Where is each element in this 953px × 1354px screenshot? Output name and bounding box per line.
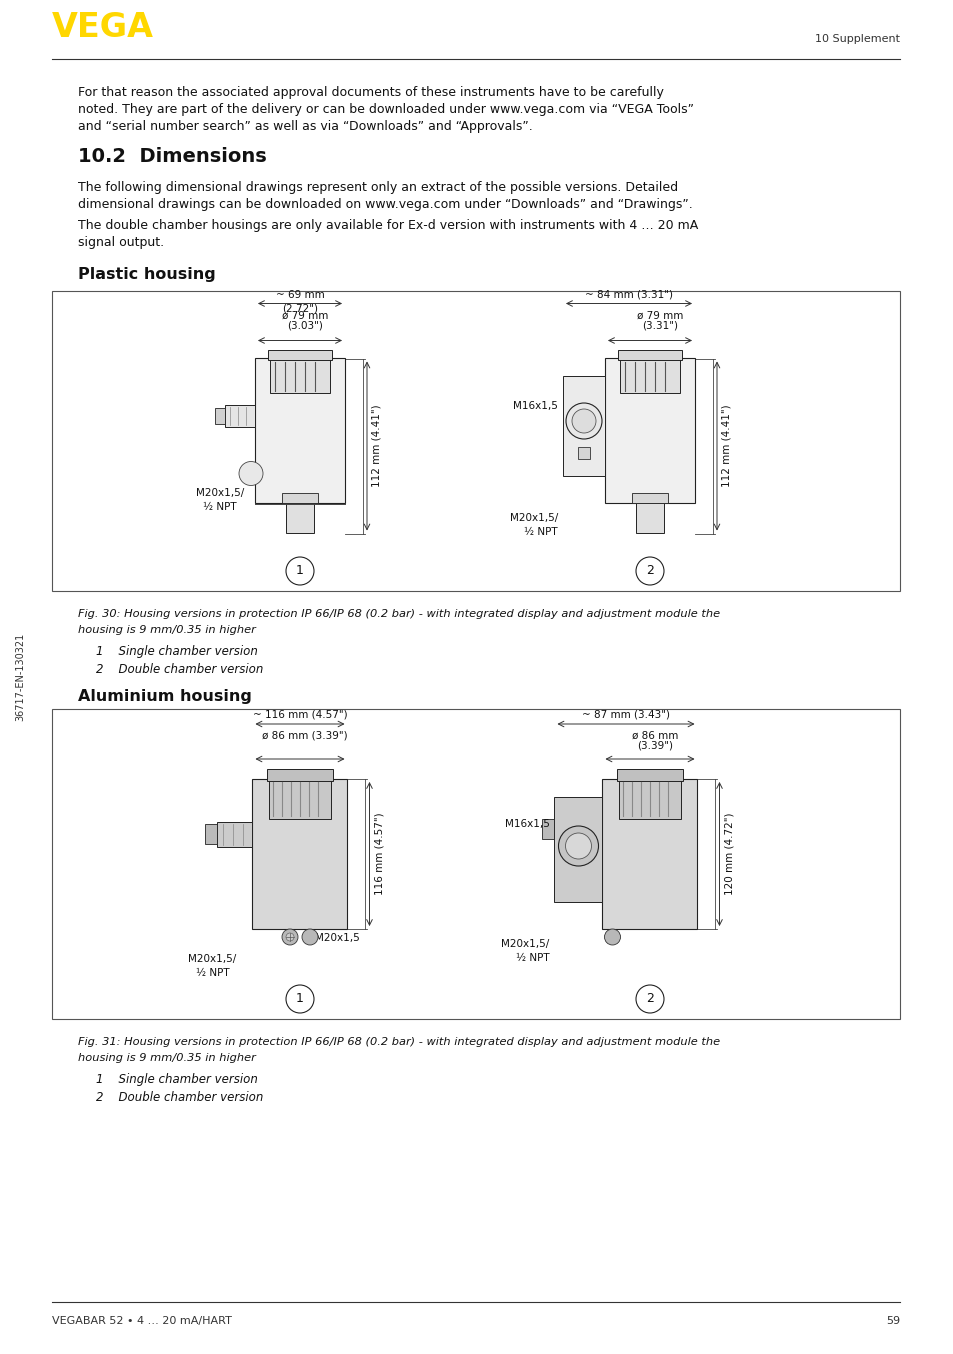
Text: 2: 2 xyxy=(645,565,653,578)
Text: VEGABAR 52 • 4 … 20 mA/HART: VEGABAR 52 • 4 … 20 mA/HART xyxy=(52,1316,232,1326)
Bar xyxy=(636,504,663,533)
Text: ~ 87 mm (3.43"): ~ 87 mm (3.43") xyxy=(581,709,669,720)
Text: 2    Double chamber version: 2 Double chamber version xyxy=(96,1091,263,1104)
Text: ½ NPT: ½ NPT xyxy=(195,968,229,978)
Text: M20x1,5: M20x1,5 xyxy=(314,933,359,942)
Text: signal output.: signal output. xyxy=(78,236,164,249)
Circle shape xyxy=(565,403,601,439)
Bar xyxy=(269,779,331,819)
Circle shape xyxy=(636,984,663,1013)
Text: M16x1,5: M16x1,5 xyxy=(504,819,549,829)
Text: 1: 1 xyxy=(295,565,304,578)
Circle shape xyxy=(286,556,314,585)
Bar xyxy=(562,376,604,477)
Text: 116 mm (4.57"): 116 mm (4.57") xyxy=(375,812,384,895)
Bar xyxy=(554,796,602,902)
Circle shape xyxy=(286,933,294,941)
Text: ~ 84 mm (3.31"): ~ 84 mm (3.31") xyxy=(584,290,672,299)
Text: 112 mm (4.41"): 112 mm (4.41") xyxy=(372,405,381,487)
Bar xyxy=(602,779,697,929)
Bar xyxy=(619,359,679,394)
Text: ~ 116 mm (4.57"): ~ 116 mm (4.57") xyxy=(253,709,347,720)
Bar xyxy=(217,822,253,846)
Bar xyxy=(254,359,345,504)
Circle shape xyxy=(558,826,598,867)
Bar xyxy=(631,493,667,504)
Text: Fig. 31: Housing versions in protection IP 66/IP 68 (0.2 bar) - with integrated : Fig. 31: Housing versions in protection … xyxy=(78,1037,720,1047)
Text: ø 86 mm (3.39"): ø 86 mm (3.39") xyxy=(262,731,348,741)
Bar xyxy=(253,779,347,929)
Bar xyxy=(617,769,682,781)
Bar xyxy=(618,779,680,819)
Circle shape xyxy=(604,929,619,945)
Circle shape xyxy=(572,409,596,433)
Text: Plastic housing: Plastic housing xyxy=(78,267,215,282)
Text: M16x1,5: M16x1,5 xyxy=(513,401,558,412)
Text: ø 79 mm: ø 79 mm xyxy=(281,310,328,321)
Bar xyxy=(270,359,330,394)
Bar xyxy=(542,819,554,839)
Text: (2.72"): (2.72") xyxy=(282,303,317,314)
Bar xyxy=(52,709,899,1020)
Text: ½ NPT: ½ NPT xyxy=(203,502,236,513)
Bar xyxy=(267,769,333,781)
Text: 120 mm (4.72"): 120 mm (4.72") xyxy=(723,812,734,895)
Circle shape xyxy=(286,984,314,1013)
Bar xyxy=(282,493,317,504)
Text: M20x1,5/: M20x1,5/ xyxy=(509,513,558,524)
Bar xyxy=(205,825,217,844)
Text: 1: 1 xyxy=(295,992,304,1006)
Text: housing is 9 mm/0.35 in higher: housing is 9 mm/0.35 in higher xyxy=(78,626,255,635)
Text: (3.31"): (3.31") xyxy=(641,321,678,330)
Text: 36717-EN-130321: 36717-EN-130321 xyxy=(15,632,25,722)
Bar xyxy=(618,351,681,360)
Text: ø 79 mm: ø 79 mm xyxy=(637,310,682,321)
Text: 59: 59 xyxy=(885,1316,899,1326)
Circle shape xyxy=(565,833,591,858)
Text: ½ NPT: ½ NPT xyxy=(516,953,549,963)
Text: dimensional drawings can be downloaded on www.vega.com under “Downloads” and “Dr: dimensional drawings can be downloaded o… xyxy=(78,198,692,211)
Bar xyxy=(578,447,589,459)
Bar xyxy=(52,291,899,590)
Text: 2    Double chamber version: 2 Double chamber version xyxy=(96,663,263,676)
Text: 10.2  Dimensions: 10.2 Dimensions xyxy=(78,148,267,167)
Circle shape xyxy=(239,462,263,486)
Text: The double chamber housings are only available for Ex-d version with instruments: The double chamber housings are only ava… xyxy=(78,219,698,232)
Bar xyxy=(225,405,254,427)
Text: (3.03"): (3.03") xyxy=(287,321,323,330)
Text: ~ 69 mm: ~ 69 mm xyxy=(275,290,324,299)
Text: VEGA: VEGA xyxy=(52,11,153,43)
Circle shape xyxy=(282,929,297,945)
Text: For that reason the associated approval documents of these instruments have to b: For that reason the associated approval … xyxy=(78,87,663,99)
Text: The following dimensional drawings represent only an extract of the possible ver: The following dimensional drawings repre… xyxy=(78,181,678,194)
Text: 1    Single chamber version: 1 Single chamber version xyxy=(96,1072,257,1086)
Text: 2: 2 xyxy=(645,992,653,1006)
Text: Fig. 30: Housing versions in protection IP 66/IP 68 (0.2 bar) - with integrated : Fig. 30: Housing versions in protection … xyxy=(78,609,720,619)
Circle shape xyxy=(636,556,663,585)
Text: M20x1,5/: M20x1,5/ xyxy=(195,489,244,498)
Bar xyxy=(604,359,695,504)
Circle shape xyxy=(302,929,317,945)
Bar xyxy=(286,504,314,533)
Text: (3.39"): (3.39") xyxy=(637,741,672,751)
Text: noted. They are part of the delivery or can be downloaded under www.vega.com via: noted. They are part of the delivery or … xyxy=(78,103,693,116)
Text: 1    Single chamber version: 1 Single chamber version xyxy=(96,645,257,658)
Text: Aluminium housing: Aluminium housing xyxy=(78,689,252,704)
Text: M20x1,5/: M20x1,5/ xyxy=(188,955,236,964)
Text: housing is 9 mm/0.35 in higher: housing is 9 mm/0.35 in higher xyxy=(78,1053,255,1063)
Text: 10 Supplement: 10 Supplement xyxy=(814,34,899,43)
Text: ø 86 mm: ø 86 mm xyxy=(631,731,678,741)
Text: 112 mm (4.41"): 112 mm (4.41") xyxy=(721,405,731,487)
Text: M20x1,5/: M20x1,5/ xyxy=(500,940,549,949)
Text: and “serial number search” as well as via “Downloads” and “Approvals”.: and “serial number search” as well as vi… xyxy=(78,121,532,133)
Bar xyxy=(214,408,225,424)
Bar xyxy=(268,351,332,360)
Text: ½ NPT: ½ NPT xyxy=(524,528,558,538)
